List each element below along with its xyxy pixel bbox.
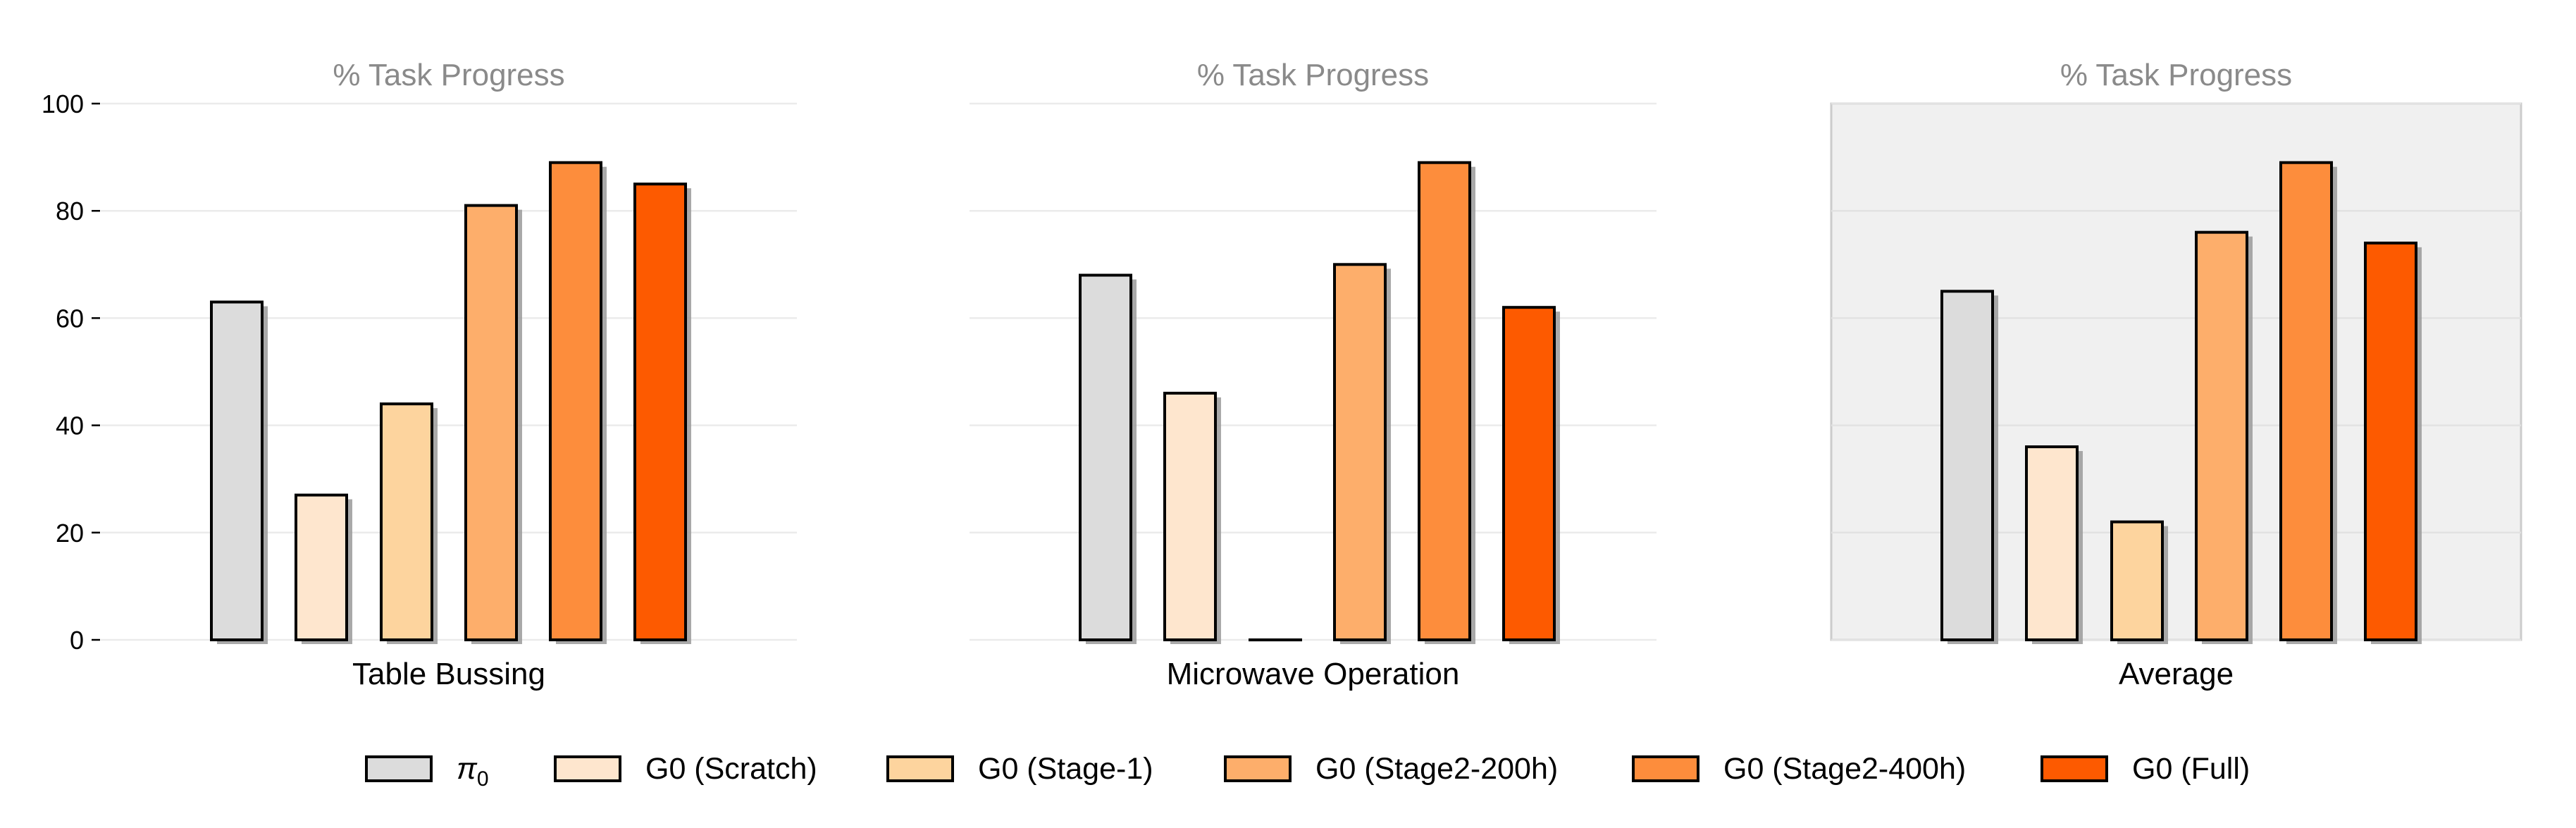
legend-swatch [1225,757,1290,781]
bar-3-2 [2026,447,2077,640]
bar-3-3 [2112,522,2162,640]
bar-2-6 [1504,307,1554,640]
legend-swatch [888,757,953,781]
bar-3-1 [1942,291,1993,640]
bar-1-3 [381,404,432,640]
chart-panel-3: % Task Progress Average [1831,58,2521,691]
bar-3-4 [2196,233,2247,640]
legend: π0 G0 (Scratch) G0 (Stage-1) G0 (Stage2-200… [366,752,2250,791]
panel-title: % Task Progress [1197,58,1429,92]
y-tick-label: 40 [56,412,84,440]
legend-label: G0 (Full) [2132,752,2250,786]
bar-1-5 [550,163,601,640]
legend-label: G0 (Scratch) [645,752,817,786]
bar-2-2 [1165,393,1215,640]
bar-1-2 [296,495,347,640]
bar-1-6 [635,184,686,640]
bar-2-1 [1080,276,1131,640]
y-tick-label: 60 [56,304,84,333]
chart-panel-1: 0 20 40 60 80 100 % Task Progress Table Bussing [42,58,797,691]
chart-panel-2: % Task Progress Microwave Operation [970,58,1657,691]
panel-title: % Task Progress [2060,58,2292,92]
legend-label: G0 (Stage2-400h) [1723,752,1966,786]
panel-xlabel: Microwave Operation [1167,657,1460,691]
legend-label: G0 (Stage-1) [978,752,1153,786]
legend-swatch [366,757,431,781]
bar-1-1 [211,302,262,640]
y-tick-label: 100 [42,89,84,118]
legend-swatch [555,757,620,781]
legend-label: G0 (Stage2-200h) [1315,752,1558,786]
legend-label: π0 [457,752,489,791]
legend-swatch [2042,757,2107,781]
y-tick-label: 0 [70,626,84,655]
bar-2-4 [1335,264,1385,640]
bar-2-5 [1419,163,1470,640]
bar-1-4 [466,206,516,640]
panel-xlabel: Average [2119,657,2234,691]
y-tick-label: 20 [56,519,84,548]
y-tick-label: 80 [56,197,84,225]
bar-3-5 [2281,163,2332,640]
panel-xlabel: Table Bussing [352,657,545,691]
legend-swatch [1633,757,1698,781]
bar-3-6 [2365,243,2416,640]
panel-title: % Task Progress [333,58,564,92]
